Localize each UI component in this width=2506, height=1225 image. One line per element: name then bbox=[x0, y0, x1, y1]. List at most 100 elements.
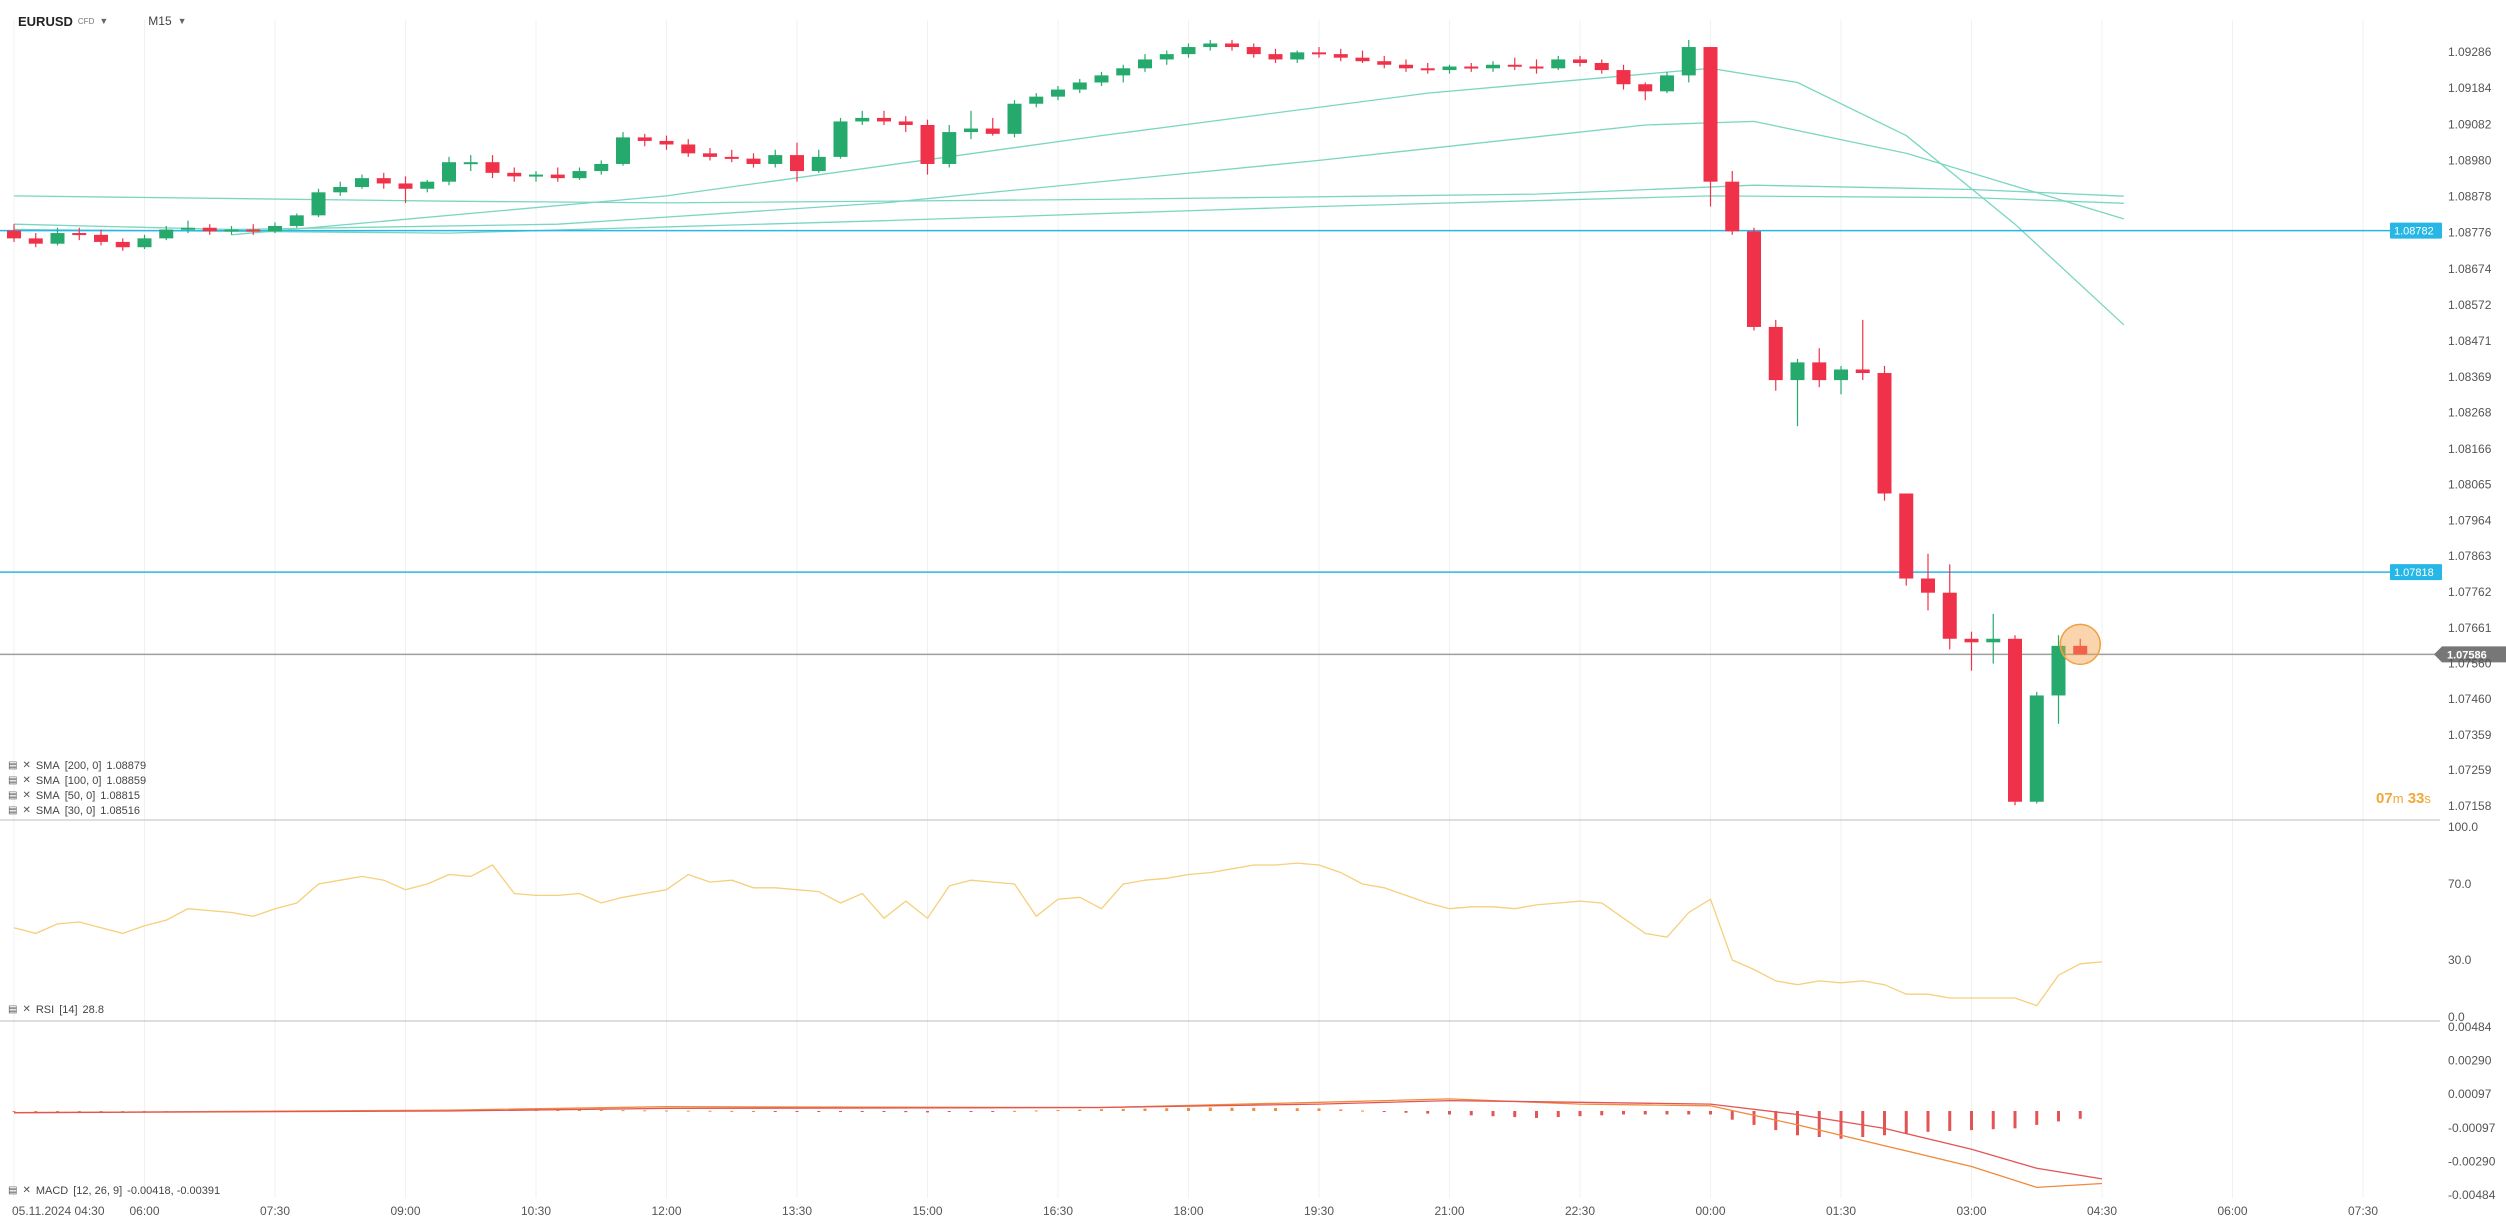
macd-histogram-bar bbox=[752, 1111, 755, 1112]
settings-icon[interactable]: ▤ bbox=[8, 1004, 18, 1015]
time-tick-label: 07:30 bbox=[2348, 1204, 2378, 1218]
time-tick-label: 00:00 bbox=[1695, 1204, 1725, 1218]
macd-histogram-bar bbox=[817, 1111, 821, 1112]
candle-body bbox=[1399, 64, 1413, 69]
legend-row-sma30: ▤ ✕ SMA [30, 0] 1.08516 bbox=[8, 803, 146, 818]
macd-histogram-bar bbox=[926, 1111, 929, 1113]
macd-tick-label: 0.00484 bbox=[2448, 1020, 2492, 1034]
legend-sma50-name: SMA bbox=[35, 789, 60, 802]
price-tick-label: 1.07661 bbox=[2448, 621, 2492, 635]
macd-histogram-bar bbox=[77, 1111, 81, 1112]
macd-histogram-bar bbox=[1252, 1107, 1256, 1111]
candle-body bbox=[159, 229, 174, 239]
candle-body bbox=[724, 156, 739, 159]
candle-body bbox=[72, 233, 87, 236]
macd-legend: ▤ ✕ MACD [12, 26, 9] -0.00418, -0.00391 bbox=[8, 1183, 220, 1198]
chevron-down-icon: ▼ bbox=[99, 16, 109, 26]
macd-histogram-bar bbox=[1078, 1109, 1082, 1111]
rsi-tick-label: 70.0 bbox=[2448, 877, 2472, 891]
time-tick-label: 21:00 bbox=[1434, 1204, 1464, 1218]
close-icon[interactable]: ✕ bbox=[22, 775, 31, 786]
time-tick-label: 04:30 bbox=[2087, 1204, 2117, 1218]
symbol-selector[interactable]: EURUSD CFD ▼ bbox=[18, 14, 108, 29]
macd-signal-line bbox=[13, 1099, 2103, 1180]
candle-body bbox=[1072, 82, 1087, 90]
legend-row-sma100: ▤ ✕ SMA [100, 0] 1.08859 bbox=[8, 773, 146, 788]
macd-histogram-bar bbox=[1208, 1107, 1212, 1111]
candle-body bbox=[28, 238, 43, 244]
candle-body bbox=[1333, 54, 1348, 58]
candle-body bbox=[1507, 64, 1522, 67]
price-tick-label: 1.07964 bbox=[2448, 513, 2492, 527]
legend-sma100-value: 1.08859 bbox=[106, 774, 147, 787]
candle-body bbox=[181, 227, 195, 230]
macd-histogram-bar bbox=[1317, 1108, 1321, 1111]
legend-macd-value: -0.00418, -0.00391 bbox=[127, 1184, 221, 1197]
candle-body bbox=[420, 181, 435, 189]
close-icon[interactable]: ✕ bbox=[22, 1185, 31, 1196]
legend-rsi-value: 28.8 bbox=[82, 1003, 104, 1016]
macd-histogram-bar bbox=[1187, 1107, 1190, 1111]
rsi-tick-label: 0.0 bbox=[2448, 1010, 2465, 1024]
legend-rsi-params: [14] bbox=[59, 1003, 78, 1016]
candle-body bbox=[1529, 66, 1544, 69]
price-line-label: 1.08782 bbox=[2394, 226, 2434, 238]
candle-body bbox=[1899, 493, 1914, 579]
instrument-type: CFD bbox=[77, 16, 95, 26]
time-tick-label: 07:30 bbox=[260, 1204, 290, 1218]
candle-body bbox=[920, 124, 935, 164]
time-tick-label: 22:30 bbox=[1565, 1204, 1595, 1218]
close-icon[interactable]: ✕ bbox=[22, 790, 31, 801]
close-icon[interactable]: ✕ bbox=[22, 760, 31, 771]
candle-body bbox=[7, 230, 21, 239]
candle-body bbox=[1573, 59, 1587, 63]
candle-body bbox=[1007, 103, 1022, 134]
price-tick-label: 1.08369 bbox=[2448, 370, 2492, 384]
macd-histogram-bar bbox=[1056, 1110, 1060, 1112]
candle-body bbox=[550, 174, 565, 179]
time-tick-label: 09:00 bbox=[390, 1204, 420, 1218]
candle-body bbox=[1464, 66, 1479, 69]
candle-body bbox=[115, 241, 130, 248]
settings-icon[interactable]: ▤ bbox=[8, 760, 18, 771]
price-tick-label: 1.07359 bbox=[2448, 728, 2492, 742]
settings-icon[interactable]: ▤ bbox=[8, 805, 18, 816]
macd-tick-label: 0.00097 bbox=[2448, 1087, 2492, 1101]
macd-histogram-bar bbox=[1730, 1111, 1734, 1120]
macd-histogram-bar bbox=[1970, 1111, 1973, 1131]
macd-histogram-bar bbox=[1100, 1109, 1103, 1111]
macd-tick-label: -0.00484 bbox=[2448, 1188, 2496, 1202]
macd-histogram-bar bbox=[795, 1111, 799, 1112]
countdown-min-unit: m bbox=[2392, 791, 2404, 806]
candle-body bbox=[898, 121, 913, 125]
legend-sma100-name: SMA bbox=[35, 774, 60, 787]
legend-rsi-name: RSI bbox=[35, 1003, 55, 1016]
macd-tick-label: -0.00097 bbox=[2448, 1121, 2496, 1135]
settings-icon[interactable]: ▤ bbox=[8, 790, 18, 801]
candle-body bbox=[1768, 326, 1783, 381]
settings-icon[interactable]: ▤ bbox=[8, 775, 18, 786]
close-icon[interactable]: ✕ bbox=[22, 1004, 31, 1015]
price-line-label: 1.07818 bbox=[2394, 567, 2434, 579]
macd-histogram-bar bbox=[2078, 1111, 2082, 1119]
horizontal-price-lines[interactable]: 1.08782 1.07818 1.07586 bbox=[0, 222, 2506, 663]
legend-sma50-value: 1.08815 bbox=[100, 789, 141, 802]
candle-body bbox=[1094, 75, 1109, 83]
macd-histogram-bar bbox=[12, 1111, 16, 1112]
time-tick-label: 16:30 bbox=[1043, 1204, 1073, 1218]
macd-histogram-bar bbox=[2013, 1111, 2017, 1129]
legend-sma30-params: [30, 0] bbox=[64, 804, 96, 817]
candle-body bbox=[1703, 47, 1718, 182]
close-icon[interactable]: ✕ bbox=[22, 805, 31, 816]
candle-body bbox=[50, 233, 65, 244]
macd-histogram-bar bbox=[2035, 1111, 2039, 1125]
candle-body bbox=[333, 186, 348, 193]
time-tick-label: 06:00 bbox=[129, 1204, 159, 1218]
macd-histogram-bar bbox=[1404, 1111, 1408, 1113]
timeframe-selector[interactable]: M15 ▼ bbox=[148, 14, 186, 28]
legend-row-rsi: ▤ ✕ RSI [14] 28.8 bbox=[8, 1002, 104, 1017]
candle-body bbox=[224, 229, 239, 232]
settings-icon[interactable]: ▤ bbox=[8, 1185, 18, 1196]
time-tick-label: 12:00 bbox=[651, 1204, 681, 1218]
